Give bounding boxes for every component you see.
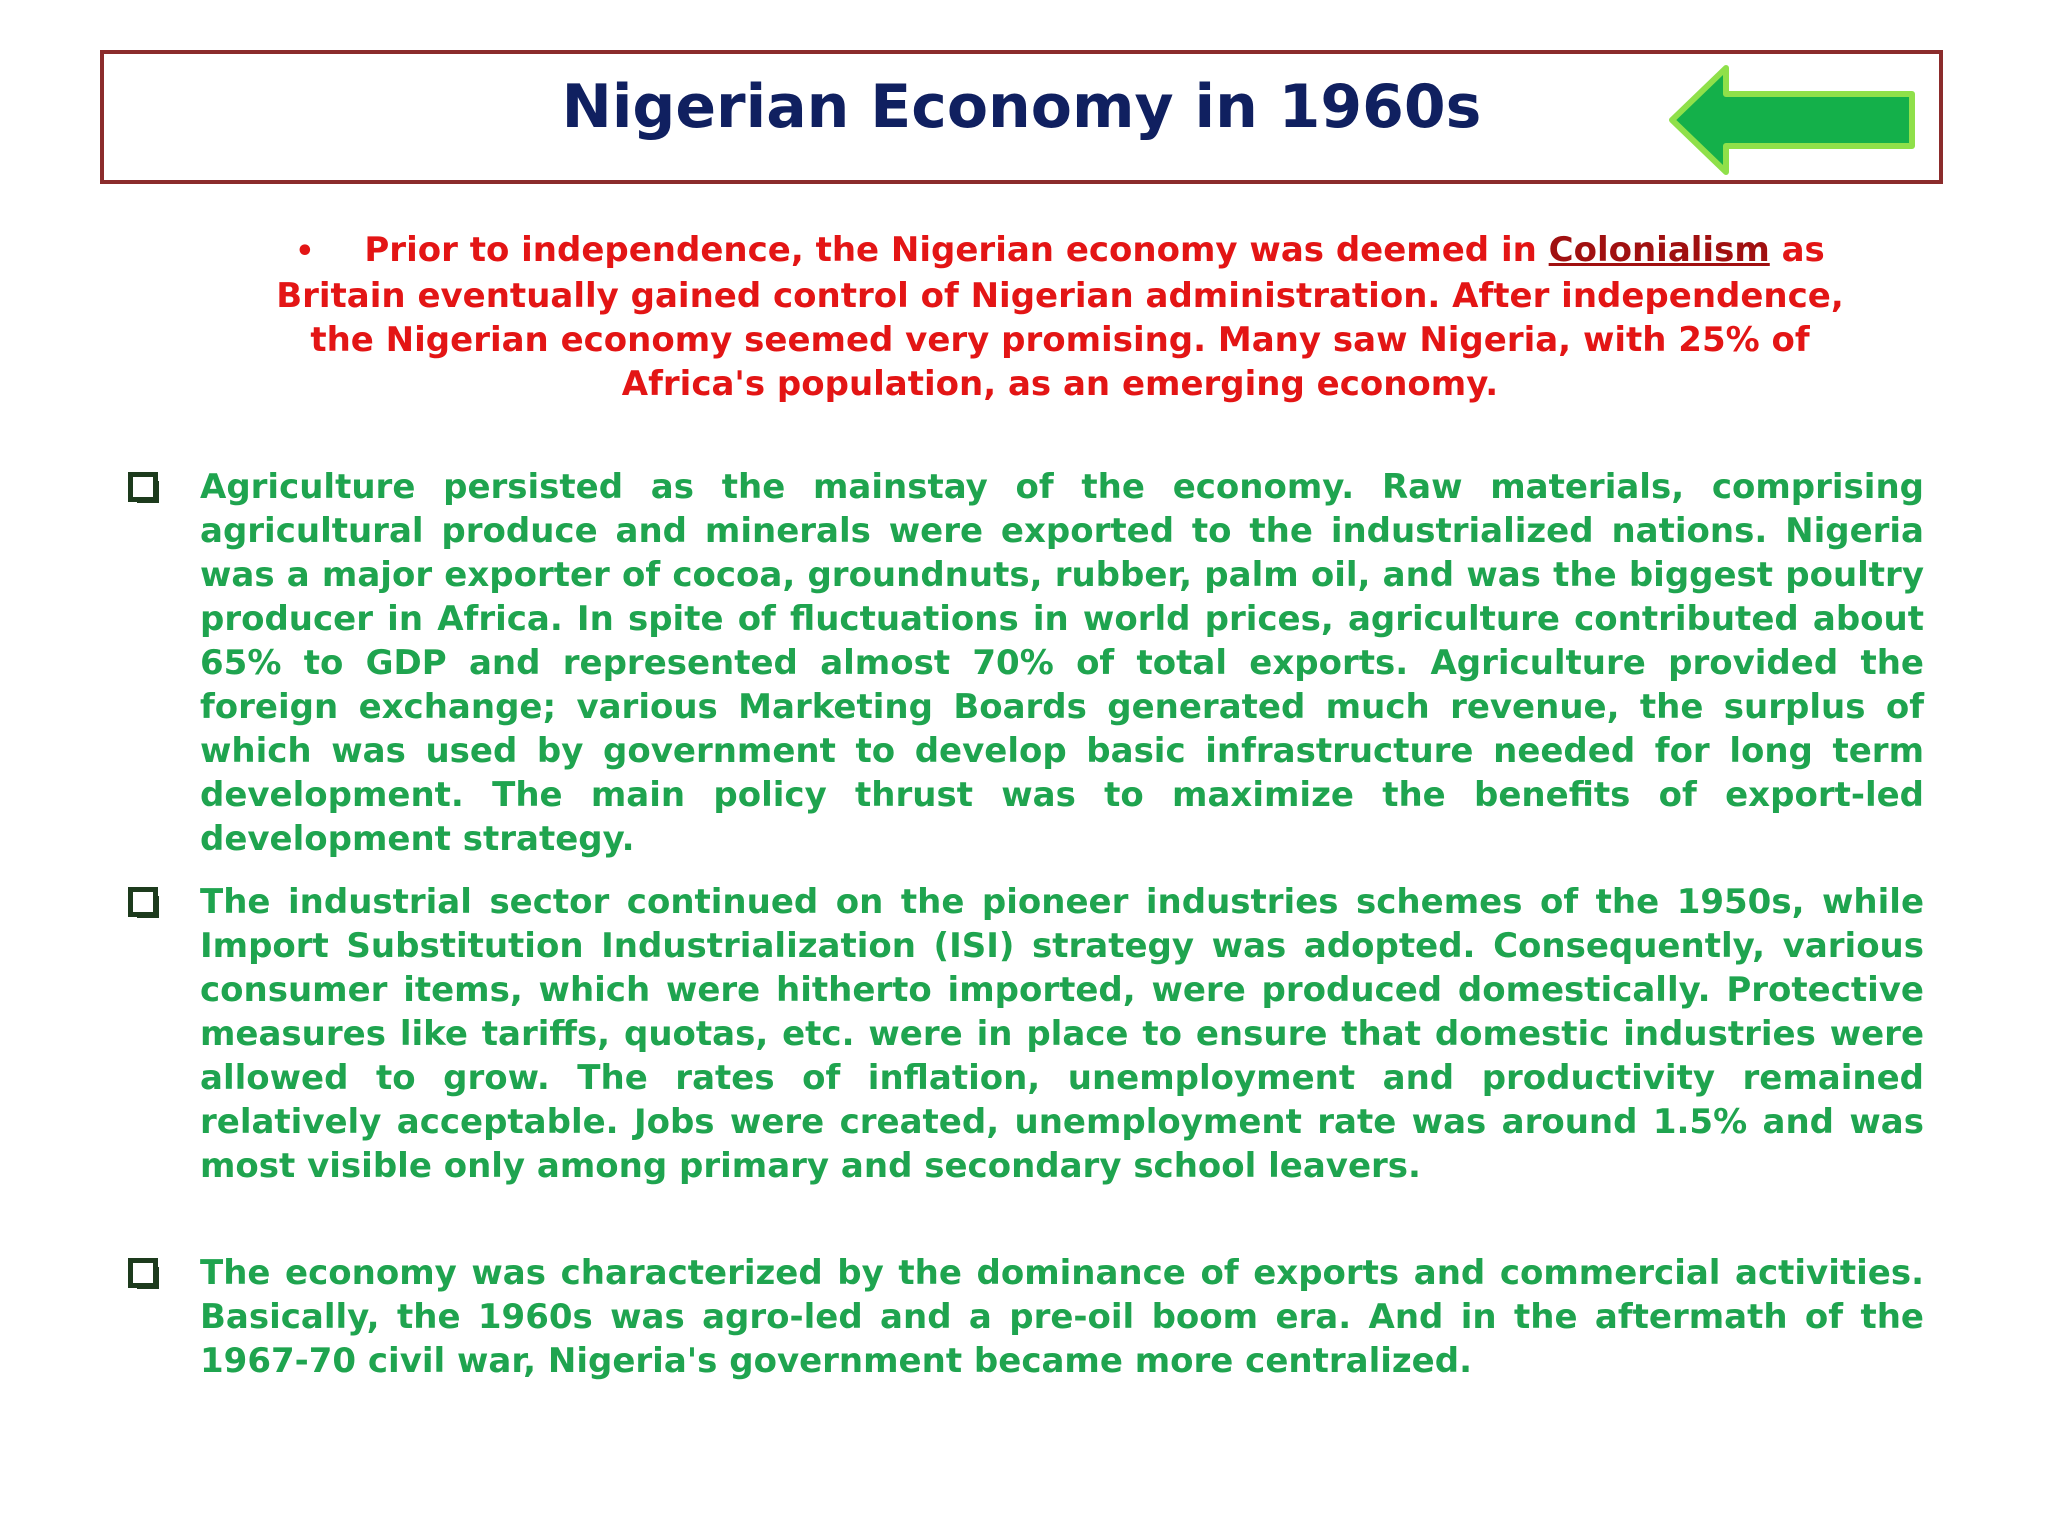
point-exports: The economy was characterized by the dom… [200,1253,1924,1381]
checkbox-icon [128,472,158,502]
title-box: Nigerian Economy in 1960s [100,50,1943,184]
intro-text-before: Prior to independence, the Nigerian econ… [364,230,1549,270]
colonialism-link[interactable]: Colonialism [1548,230,1770,270]
left-arrow-icon[interactable] [1668,64,1918,176]
point-agriculture: Agriculture persisted as the mainstay of… [200,467,1924,859]
intro-paragraph: • Prior to independence, the Nigerian eco… [240,228,1880,406]
point-industry: The industrial sector continued on the p… [200,882,1924,1186]
checkbox-icon [128,1258,158,1288]
page-title: Nigerian Economy in 1960s [561,72,1482,142]
intro-text-after: as Britain eventually gained control of … [276,230,1844,404]
intro-bullet: • [295,234,315,269]
checkbox-icon [128,887,158,917]
